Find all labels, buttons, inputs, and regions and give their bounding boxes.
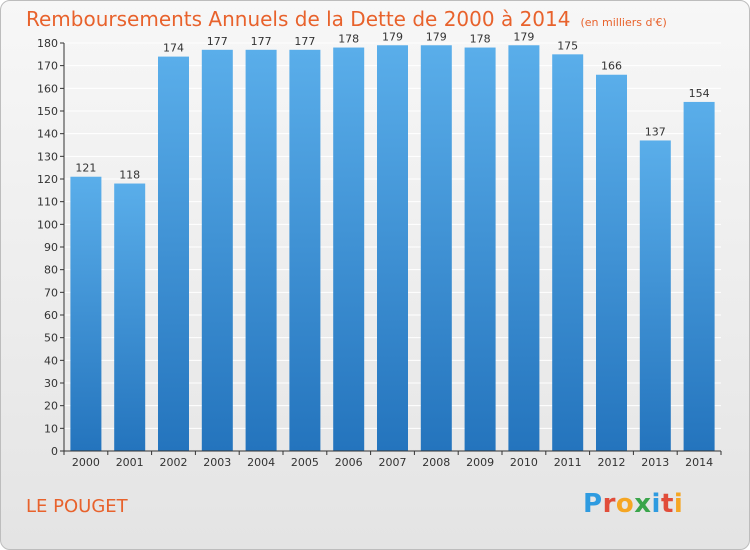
y-tick-label: 70 — [44, 286, 58, 299]
bar-2001 — [114, 183, 146, 452]
bars — [70, 45, 715, 452]
x-tick-label-2006: 2006 — [335, 456, 363, 469]
commune-name: LE POUGET — [26, 496, 128, 517]
value-label-2000: 121 — [75, 162, 96, 175]
data-labels: 121 118 174 177 177 177 178 179 179 178 179 175 166 1… — [75, 30, 709, 181]
y-tick-label: 40 — [44, 354, 58, 367]
value-label-2001: 118 — [119, 169, 140, 182]
y-tick-label: 0 — [51, 445, 58, 458]
y-tick-label: 150 — [37, 105, 58, 118]
proxiti-logo: Proxiti — [583, 489, 684, 519]
y-tick-label: 50 — [44, 332, 58, 345]
value-label-2006: 178 — [338, 33, 359, 46]
y-tick-label: 160 — [37, 82, 58, 95]
x-tick-label-2000: 2000 — [72, 456, 100, 469]
bar-2007 — [377, 45, 408, 452]
value-label-2009: 178 — [470, 33, 491, 46]
bar-2006 — [333, 47, 365, 452]
value-label-2002: 174 — [163, 42, 184, 55]
value-label-2008: 179 — [426, 30, 447, 43]
bar-2010 — [508, 45, 540, 452]
bar-2000 — [70, 176, 102, 451]
x-tick-label-2002: 2002 — [160, 456, 188, 469]
bar-2011 — [552, 54, 584, 451]
bar-2004 — [245, 49, 277, 452]
bar-2009 — [464, 47, 496, 452]
x-tick-label-2014: 2014 — [685, 456, 713, 469]
y-tick-label: 180 — [37, 37, 58, 50]
bar-2012 — [596, 74, 627, 451]
value-label-2004: 177 — [251, 35, 272, 48]
chart-title-main: Remboursements Annuels de la Dette de 20… — [26, 7, 571, 31]
value-label-2003: 177 — [207, 35, 228, 48]
y-tick-label: 10 — [44, 422, 58, 435]
x-tick-label-2007: 2007 — [379, 456, 407, 469]
bar-2008 — [420, 45, 452, 452]
x-tick-label-2013: 2013 — [641, 456, 669, 469]
y-tick-label: 30 — [44, 377, 58, 390]
x-tick-label-2009: 2009 — [466, 456, 494, 469]
y-tick-label: 170 — [37, 60, 58, 73]
bar-2013 — [639, 140, 671, 451]
bar-2014 — [683, 101, 715, 451]
chart-unit-label: (en milliers d'€) — [580, 16, 667, 29]
x-tick-label-2011: 2011 — [554, 456, 582, 469]
value-label-2012: 166 — [601, 60, 622, 73]
y-tick-label: 120 — [37, 173, 58, 186]
y-tick-label: 100 — [37, 218, 58, 231]
value-label-2014: 154 — [689, 87, 710, 100]
chart-title: Remboursements Annuels de la Dette de 20… — [26, 7, 667, 31]
bar-2003 — [201, 49, 233, 452]
y-tick-label: 90 — [44, 241, 58, 254]
value-label-2013: 137 — [645, 125, 666, 138]
y-tick-label: 80 — [44, 264, 58, 277]
value-label-2005: 177 — [294, 35, 315, 48]
y-tick-label: 130 — [37, 150, 58, 163]
x-tick-label-2012: 2012 — [598, 456, 626, 469]
value-label-2010: 179 — [513, 30, 534, 43]
x-tick-label-2005: 2005 — [291, 456, 319, 469]
y-tick-label: 60 — [44, 309, 58, 322]
x-tick-label-2004: 2004 — [247, 456, 275, 469]
y-tick-label: 20 — [44, 400, 58, 413]
x-tick-label-2010: 2010 — [510, 456, 538, 469]
bar-2005 — [289, 49, 321, 452]
value-label-2007: 179 — [382, 30, 403, 43]
y-tick-label: 110 — [37, 196, 58, 209]
axes: 0 10 20 30 40 50 60 70 80 90 100 110 120 130 140 150 160… — [37, 37, 722, 469]
y-tick-label: 140 — [37, 128, 58, 141]
x-tick-label-2003: 2003 — [203, 456, 231, 469]
value-label-2011: 175 — [557, 39, 578, 52]
bar-2002 — [158, 56, 189, 451]
x-tick-label-2008: 2008 — [422, 456, 450, 469]
x-tick-label-2001: 2001 — [116, 456, 144, 469]
